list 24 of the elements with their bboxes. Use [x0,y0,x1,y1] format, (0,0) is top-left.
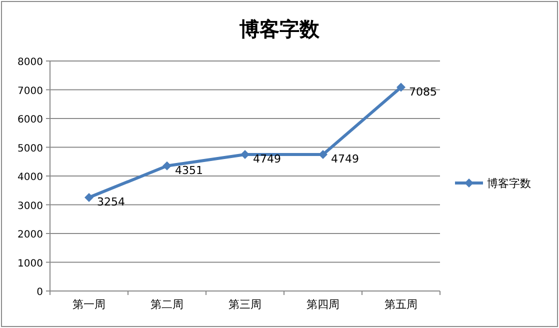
x-tick-label: 第一周 [72,298,106,311]
title: 博客字数 [240,17,320,41]
y-tick-label: 5000 [18,143,43,154]
x-tick-label: 第四周 [306,298,340,311]
data-label: 4351 [175,164,203,177]
y-tick-label: 1000 [18,258,43,270]
data-label: 7085 [409,85,437,98]
y-tick-label: 7000 [18,86,43,97]
y-tick-label: 4000 [18,172,43,183]
y-tick-label: 3000 [18,200,43,212]
x-tick-label: 第五周 [384,298,418,311]
legend-label: 博客字数 [487,177,531,190]
y-tick-label: 0 [36,287,43,298]
y-tick-label: 8000 [18,57,43,68]
data-label: 4749 [331,152,359,166]
x-tick-label: 第三周 [228,298,262,311]
data-label: 3254 [97,195,125,208]
y-tick-label: 6000 [18,114,43,126]
x-tick-label: 第二周 [150,298,184,311]
point [162,161,172,170]
data-label: 4749 [253,152,281,166]
point [396,82,406,92]
point [84,192,94,202]
y-tick-label: 2000 [18,230,43,240]
